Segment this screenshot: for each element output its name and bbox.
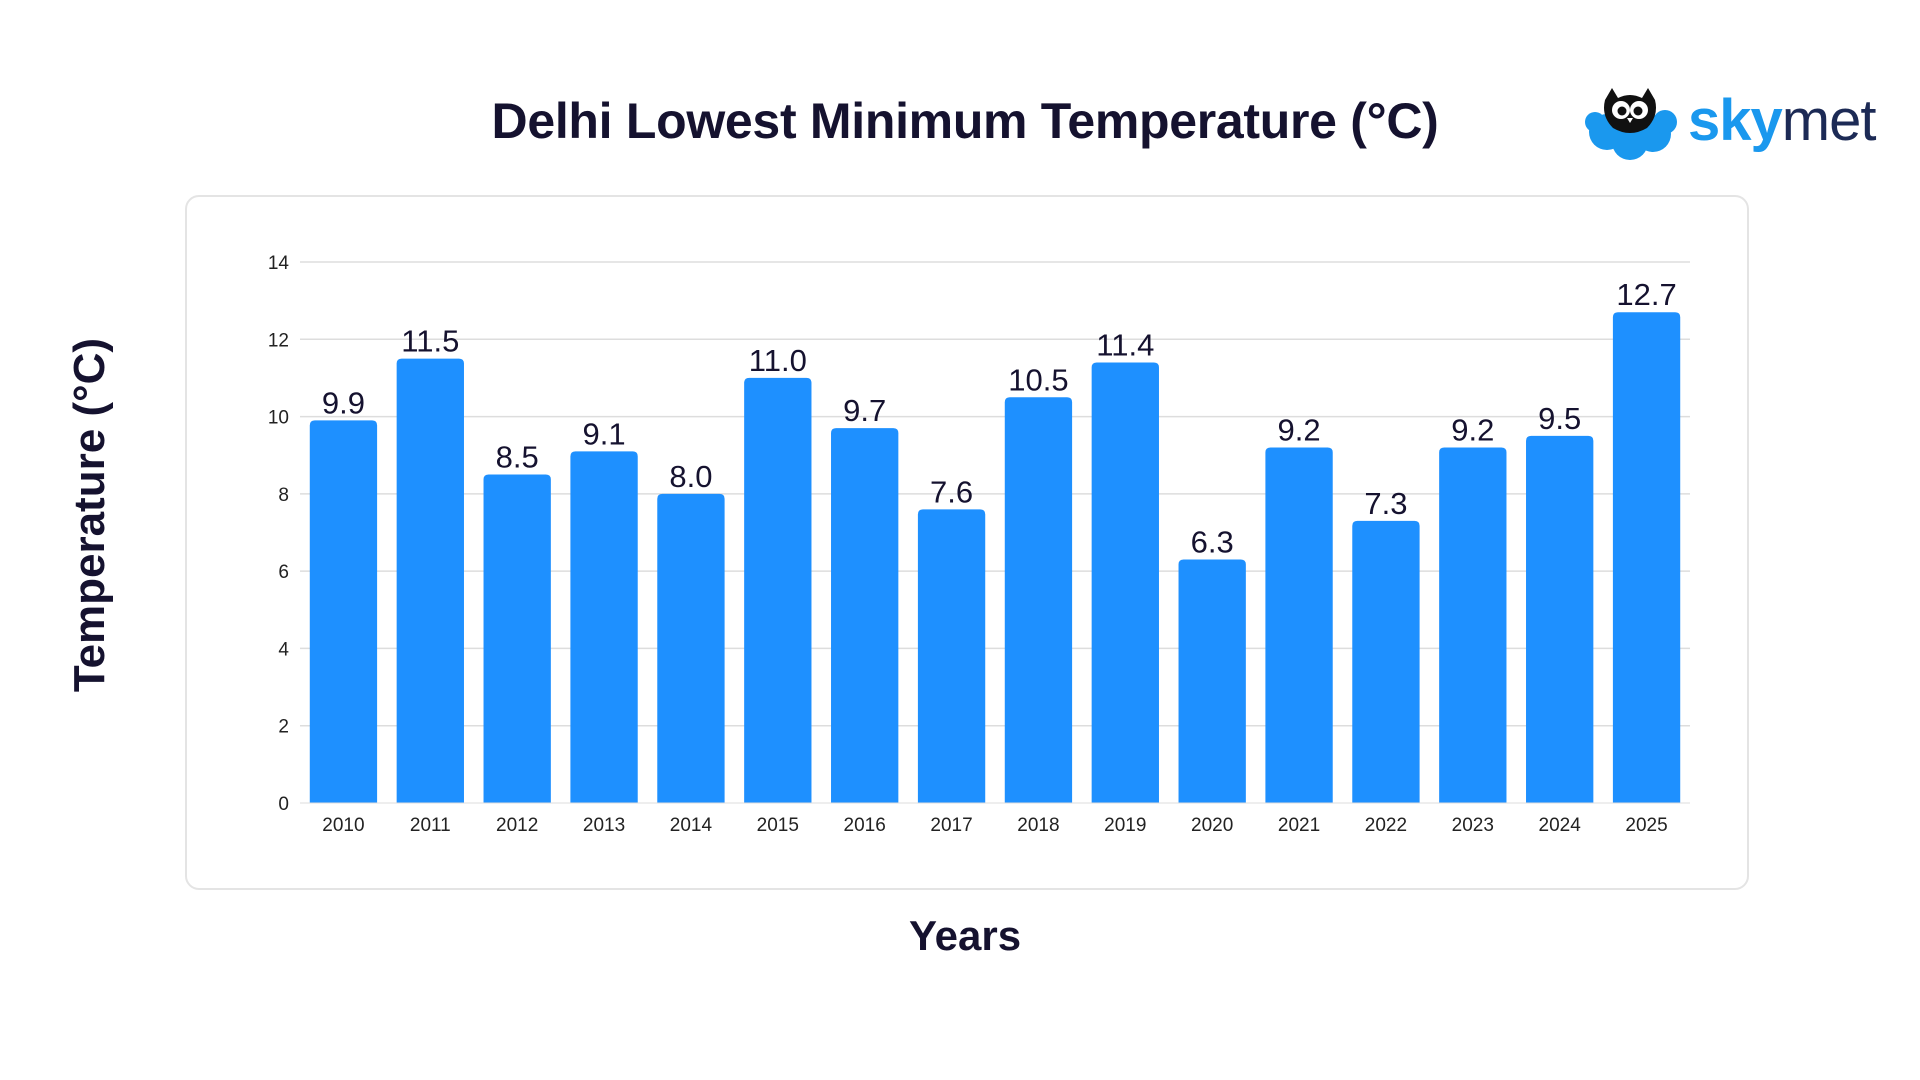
bar (831, 428, 899, 803)
owl-cloud-icon (1585, 88, 1677, 160)
x-tick-label: 2014 (670, 815, 713, 836)
bar (657, 493, 725, 803)
x-tick-label: 2015 (757, 815, 799, 836)
bar (917, 509, 986, 803)
data-label: 6.3 (1191, 525, 1234, 560)
bar (1004, 397, 1073, 803)
y-tick-label: 0 (278, 794, 289, 815)
x-tick-label: 2012 (496, 815, 538, 836)
data-label: 9.1 (583, 416, 626, 451)
x-tick-label: 2022 (1365, 815, 1407, 836)
bar (570, 451, 638, 803)
logo-wordmark: skymet (1688, 88, 1877, 154)
bar (1352, 520, 1420, 803)
chart-title: Delhi Lowest Minimum Temperature (°C) (491, 93, 1439, 149)
x-tick-label: 2021 (1278, 815, 1320, 836)
x-tick-label: 2011 (410, 815, 451, 836)
bar (744, 377, 812, 803)
x-tick-label: 2013 (583, 815, 625, 836)
x-tick-label: 2018 (1017, 815, 1059, 836)
bar (483, 474, 551, 803)
data-label: 11.4 (1096, 327, 1154, 362)
data-label: 8.0 (669, 459, 712, 494)
bar (1439, 447, 1507, 803)
bar (1526, 435, 1594, 803)
data-label: 7.6 (930, 474, 973, 509)
skymet-logo: skymet (1585, 84, 1885, 164)
y-tick-label: 12 (268, 330, 289, 351)
data-label: 8.5 (496, 440, 539, 475)
logo-text-met: met (1781, 88, 1877, 153)
x-tick-label: 2025 (1625, 815, 1667, 836)
bar (1091, 362, 1159, 803)
data-label: 11.0 (749, 343, 807, 378)
x-tick-label: 2017 (930, 815, 972, 836)
logo-text-sky: sky (1688, 88, 1783, 153)
data-label: 9.2 (1451, 412, 1494, 447)
y-tick-label: 14 (268, 253, 290, 274)
data-label: 9.7 (843, 393, 886, 428)
data-label: 9.2 (1278, 412, 1321, 447)
bar (1265, 447, 1333, 803)
y-tick-label: 10 (268, 408, 289, 429)
bar (1612, 312, 1681, 803)
x-tick-label: 2024 (1539, 815, 1582, 836)
data-label: 9.5 (1538, 401, 1581, 436)
x-tick-label: 2010 (322, 815, 364, 836)
data-label: 11.5 (401, 324, 459, 359)
x-axis-label: Years (908, 912, 1022, 959)
data-label: 7.3 (1364, 486, 1407, 521)
y-tick-label: 6 (278, 562, 289, 583)
data-label: 9.9 (322, 385, 365, 420)
y-tick-label: 4 (278, 639, 289, 660)
bar (309, 420, 378, 803)
x-tick-label: 2023 (1452, 815, 1494, 836)
bar (396, 358, 464, 803)
y-tick-label: 8 (278, 485, 289, 506)
x-tick-label: 2020 (1191, 815, 1233, 836)
bar (1178, 559, 1246, 803)
y-axis-label: Temperature (°C) (65, 337, 114, 693)
x-tick-label: 2019 (1104, 815, 1146, 836)
x-tick-label: 2016 (844, 815, 886, 836)
data-label: 10.5 (1008, 362, 1068, 397)
y-tick-label: 2 (278, 717, 289, 738)
data-label: 12.7 (1616, 277, 1676, 312)
